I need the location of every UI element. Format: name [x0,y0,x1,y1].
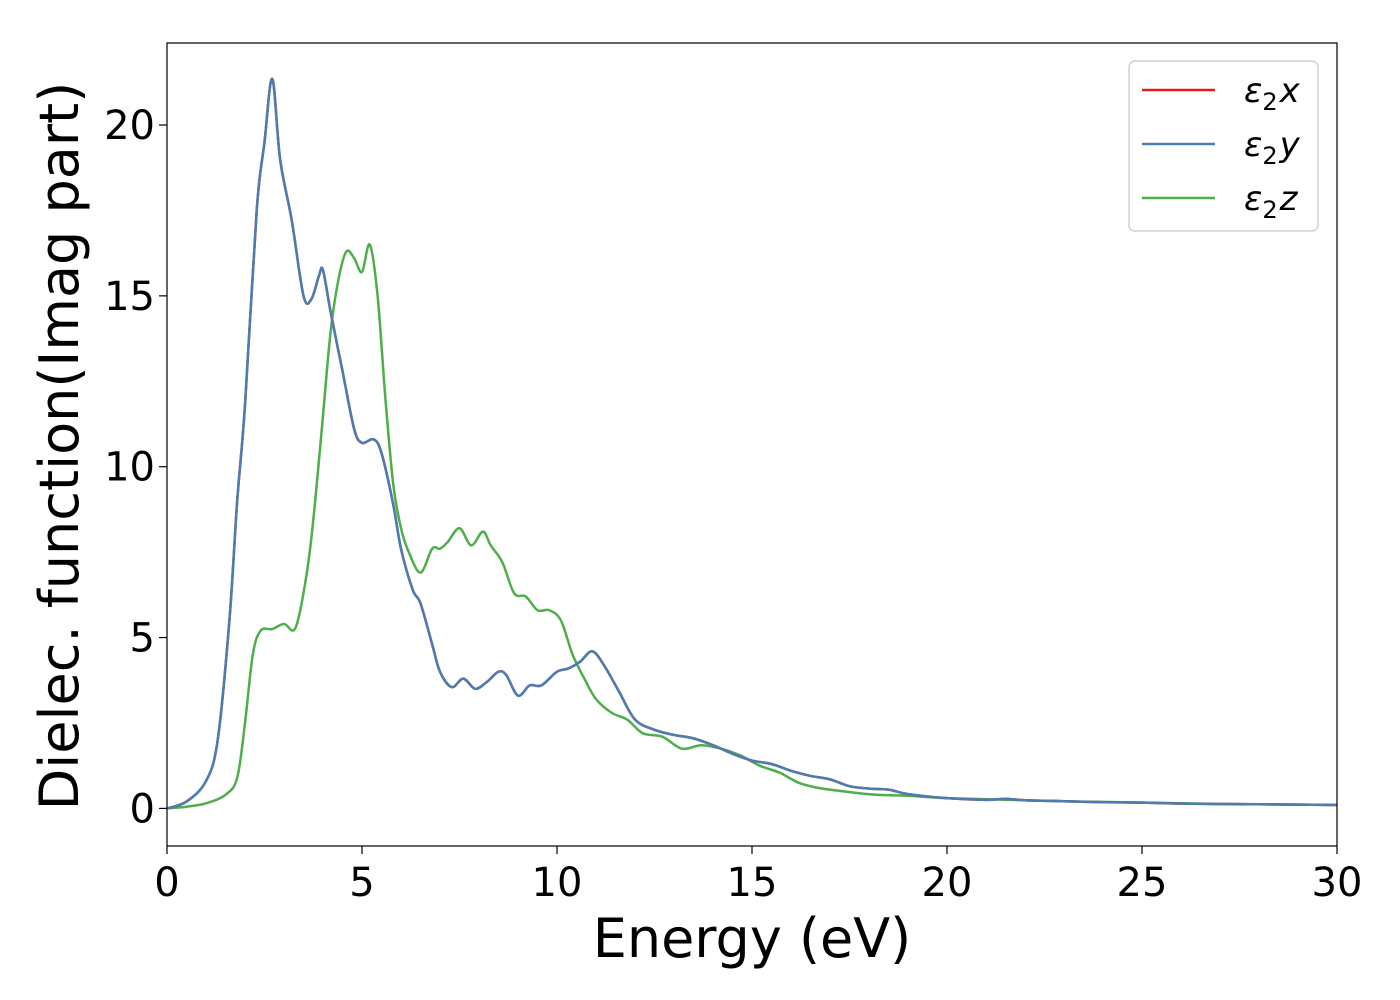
x-tick-label: 20 [922,860,973,906]
series-group [166,77,1338,810]
y-tick-label: 0 [130,786,155,832]
y-tick-label: 10 [104,445,155,491]
y-axis: 0 5 10 15 20 [104,103,167,832]
x-tick-label: 5 [349,860,374,906]
x-tick-label: 15 [727,860,778,906]
y-tick-label: 15 [104,274,155,320]
x-tick-label: 25 [1117,860,1168,906]
y-tick-label: 5 [130,616,155,662]
x-axis-label: Energy (eV) [593,907,912,970]
x-tick-label: 10 [532,860,583,906]
legend-box [1128,60,1319,232]
legend: ε2x ε2y ε2z [1128,60,1319,232]
y-tick-label: 20 [104,103,155,149]
x-tick-label: 30 [1312,860,1363,906]
legend-label-y: ε2y [1244,125,1301,170]
legend-label-x: ε2x [1244,71,1301,116]
series-line-z [166,243,1338,810]
x-axis: 0 5 10 15 20 25 30 [154,846,1362,906]
series-line-y [166,77,1338,810]
legend-label-z: ε2z [1244,179,1299,224]
x-tick-label: 0 [154,860,179,906]
y-axis-label: Dielec. function(Imag part) [28,82,91,811]
